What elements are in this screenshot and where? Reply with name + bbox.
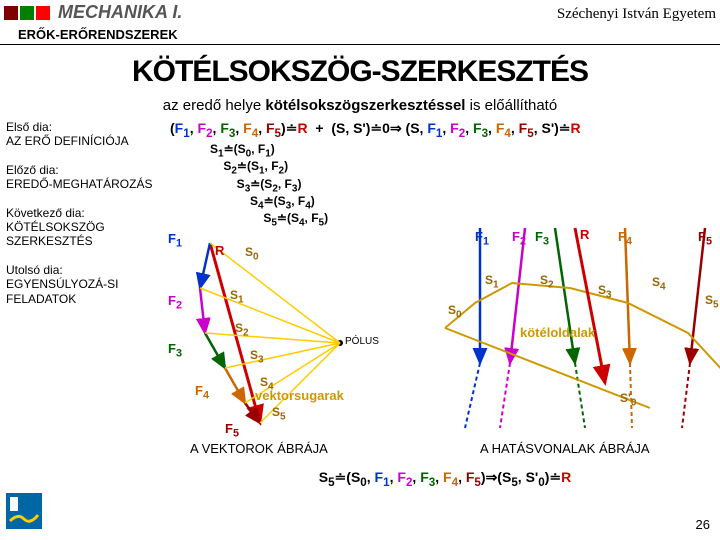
nav-sidebar: Első dia:AZ ERŐ DEFINÍCIÓJA Előző dia:ER… <box>6 120 166 320</box>
label-r: R <box>215 243 224 258</box>
sub-equations: S1≐(S0, F1) S2≐(S1, F2) S3≐(S2, F3) S4≐(… <box>210 142 720 229</box>
intro-text: az eredő helye kötélsokszögszerkesztésse… <box>0 97 720 114</box>
label-rf5: F5 <box>698 229 712 248</box>
label-rs4: S4 <box>652 275 666 292</box>
label-rf2: F2 <box>512 229 526 248</box>
label-polus: PÓLUS <box>345 336 379 347</box>
label-rs2: S2 <box>540 273 554 290</box>
header: MECHANIKA I. Széchenyi István Egyetem <box>0 0 720 25</box>
page-number: 26 <box>696 517 710 532</box>
main-area: (F1, F2, F3, F4, F5)≐R + (S, S')≐0⇒ (S, … <box>170 120 720 489</box>
label-ropes: kötéloldalak <box>520 325 595 340</box>
nav-last[interactable]: Utolsó dia:EGYENSÚLYOZÁ-SI FELADATOK <box>6 263 166 306</box>
label-rs5: S5 <box>705 293 719 310</box>
footer-logo <box>6 493 42 534</box>
label-rr: R <box>580 227 589 242</box>
label-rs3: S3 <box>598 283 612 300</box>
label-f1: F1 <box>168 231 182 250</box>
subtitle: ERŐK-ERŐRENDSZEREK <box>18 27 720 42</box>
nav-next[interactable]: Következő dia:KÖTÉLSOKSZÖG SZERKESZTÉS <box>6 206 166 249</box>
label-rays: vektorsugarak <box>255 388 344 403</box>
action-line-diagram: F1 F2 F3 R F4 F5 S0 S1 S2 S3 S4 S5 S'0 k… <box>450 233 720 443</box>
label-f3: F3 <box>168 341 182 360</box>
vector-diagram: F1 R F2 F3 F4 F5 S0 S1 S2 S3 S4 S5 PÓLUS… <box>170 233 430 443</box>
label-s5: S5 <box>272 405 286 422</box>
nav-first[interactable]: Első dia:AZ ERŐ DEFINÍCIÓJA <box>6 120 166 149</box>
course-title: MECHANIKA I. <box>58 2 182 23</box>
label-rs0p: S'0 <box>620 391 636 408</box>
label-rf1: F1 <box>475 229 489 248</box>
diagrams-area: F1 R F2 F3 F4 F5 S0 S1 S2 S3 S4 S5 PÓLUS… <box>170 233 720 463</box>
label-s2: S2 <box>235 321 249 338</box>
main-title: KÖTÉLSOKSZÖG-SZERKESZTÉS <box>0 55 720 89</box>
header-logo <box>4 6 52 20</box>
label-s0: S0 <box>245 245 259 262</box>
nav-prev[interactable]: Előző dia:EREDŐ-MEGHATÁROZÁS <box>6 163 166 192</box>
label-rs1: S1 <box>485 273 499 290</box>
label-rf4: F4 <box>618 229 632 248</box>
left-caption: A VEKTOROK ÁBRÁJA <box>190 441 328 456</box>
bottom-equation: S5≐(S0, F1, F2, F3, F4, F5)⇒(S5, S'0)≐R <box>170 469 720 489</box>
equation-main: (F1, F2, F3, F4, F5)≐R + (S, S')≐0⇒ (S, … <box>170 120 720 140</box>
university-name: Széchenyi István Egyetem <box>557 6 716 23</box>
label-f5: F5 <box>225 421 239 440</box>
divider <box>0 44 720 45</box>
right-caption: A HATÁSVONALAK ÁBRÁJA <box>480 441 650 456</box>
label-f4: F4 <box>195 383 209 402</box>
label-rf3: F3 <box>535 229 549 248</box>
label-s3: S3 <box>250 348 264 365</box>
label-s1: S1 <box>230 288 244 305</box>
label-rs0: S0 <box>448 303 462 320</box>
label-f2: F2 <box>168 293 182 312</box>
